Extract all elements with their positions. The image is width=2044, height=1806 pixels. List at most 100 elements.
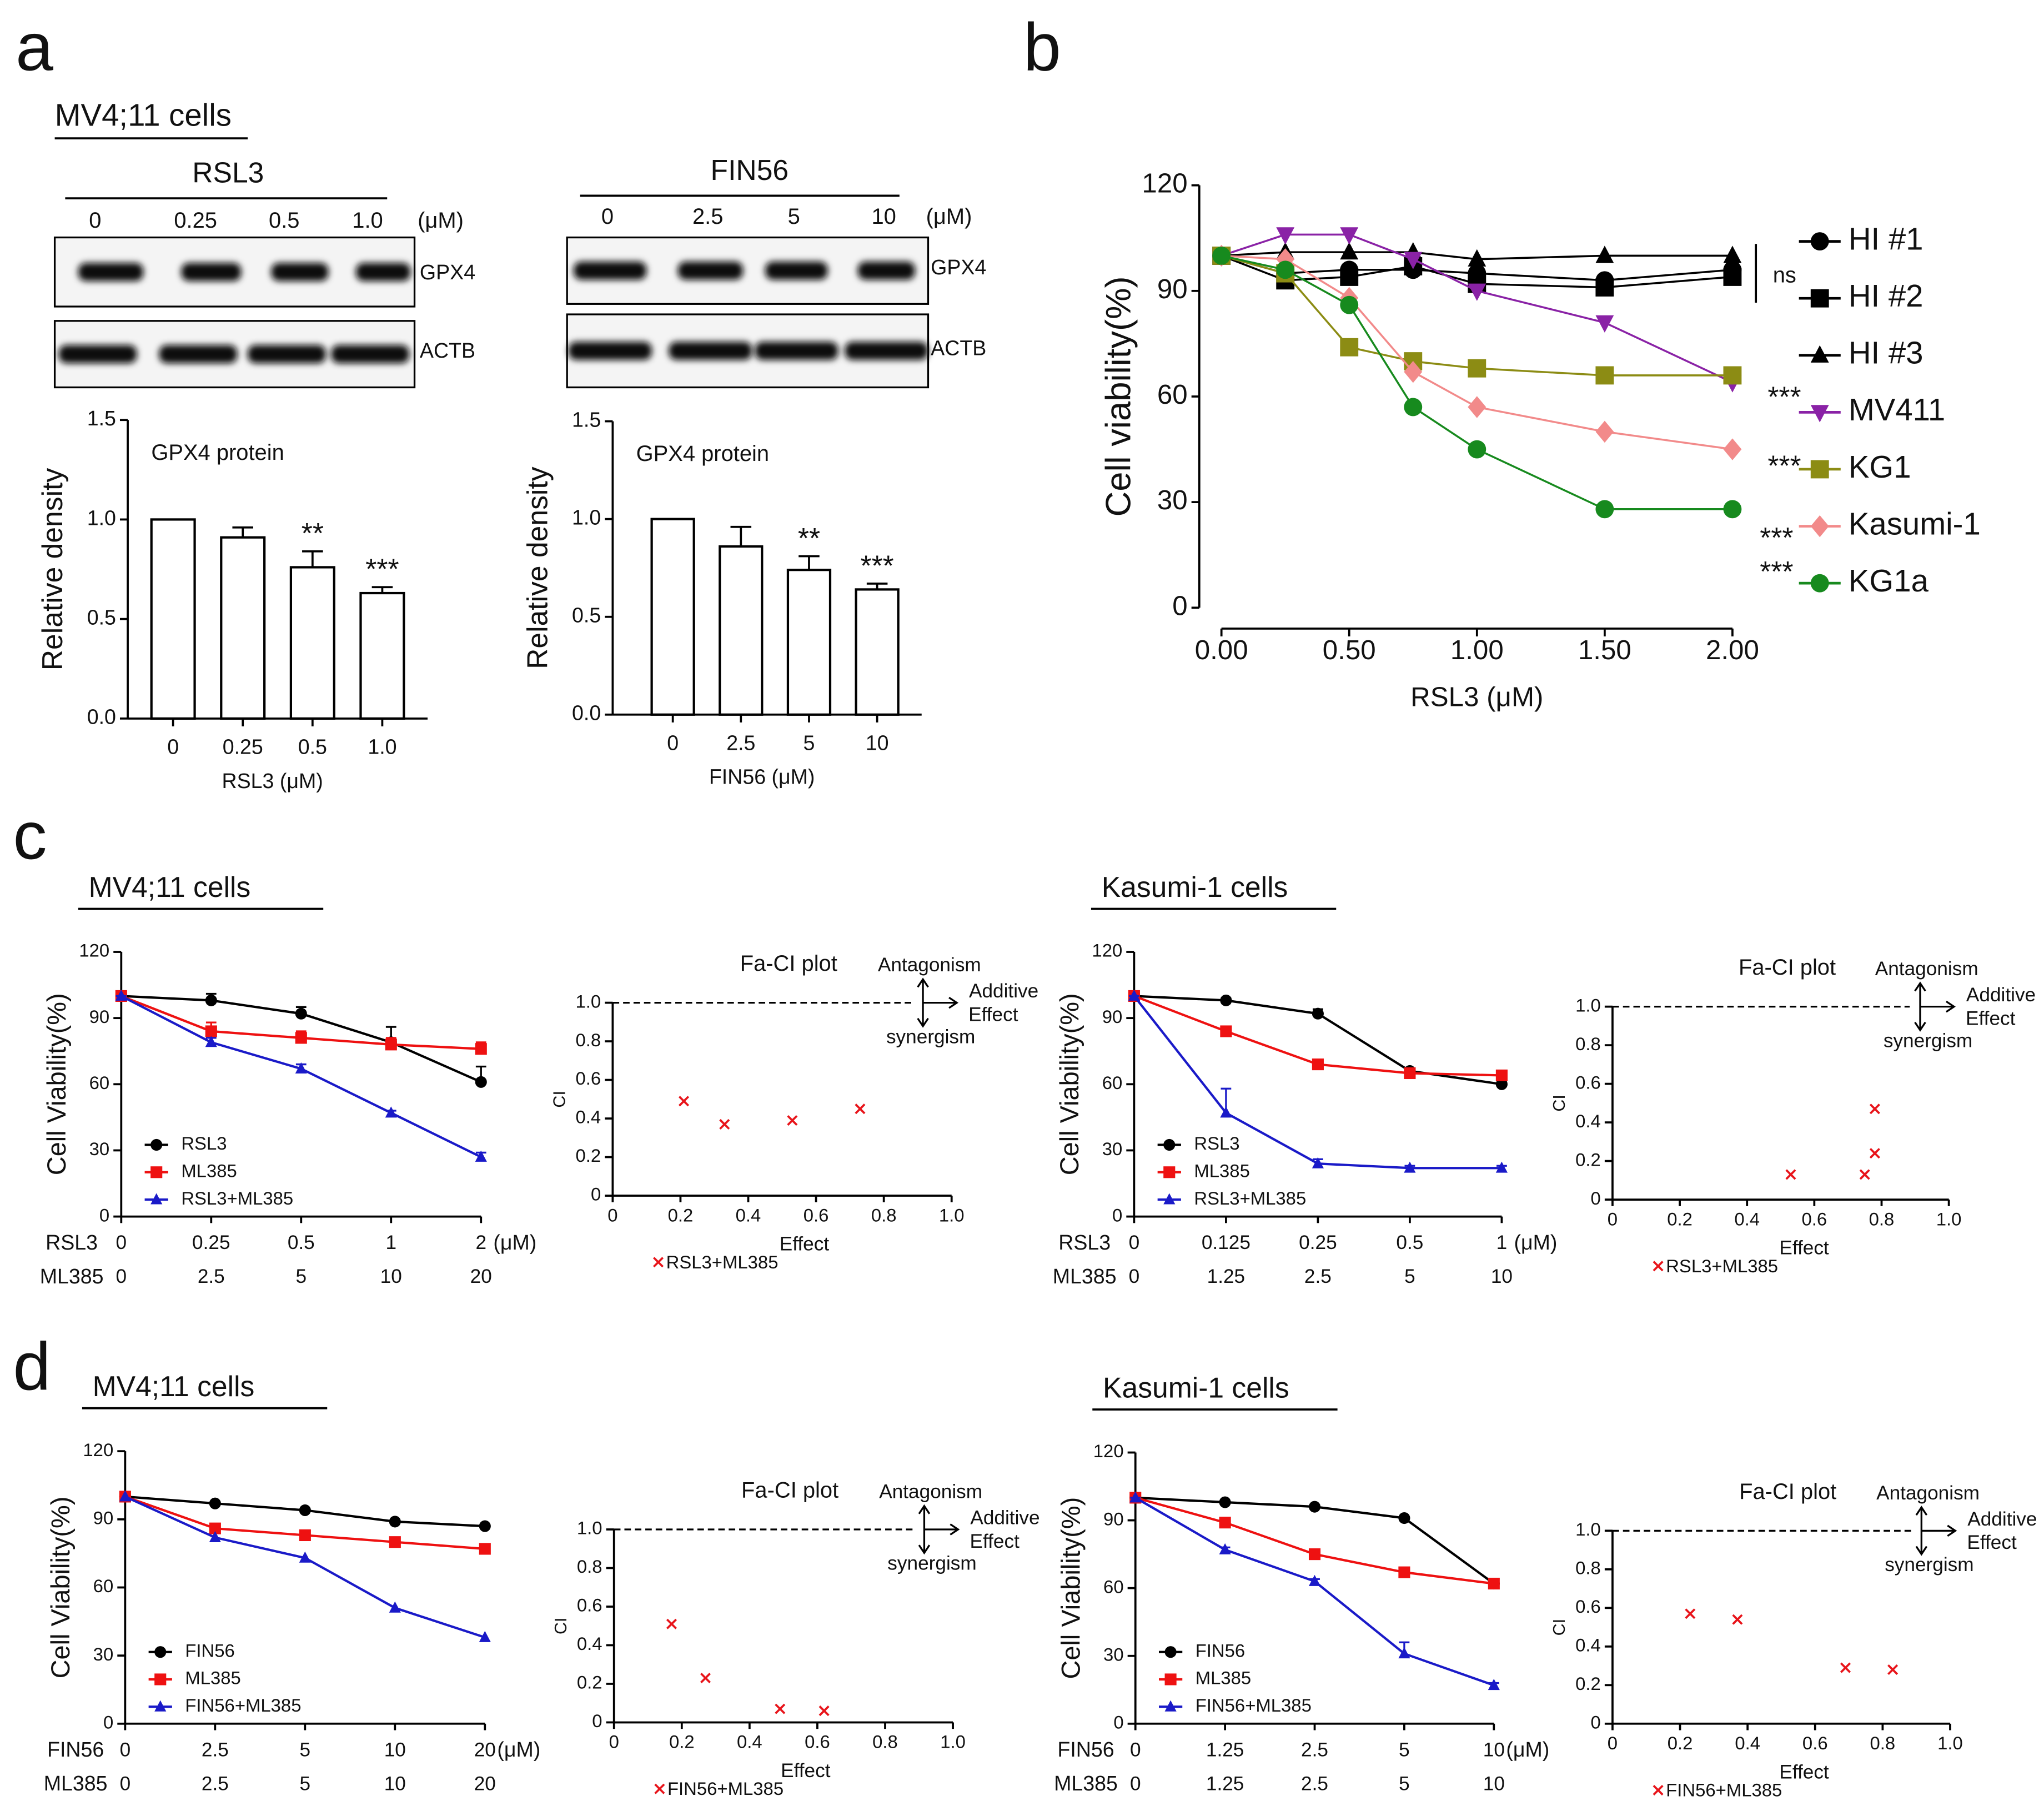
y-axis-label: Cell Viability(%) bbox=[1056, 1497, 1085, 1679]
blot-dose: 1.0 bbox=[352, 208, 383, 233]
x-tick-label: 1 bbox=[1496, 1232, 1508, 1253]
x-axis-label: Effect bbox=[1779, 1237, 1829, 1259]
significance: ** bbox=[798, 522, 820, 554]
y-tick-label: 0.4 bbox=[576, 1107, 601, 1127]
blot-unit: (μM) bbox=[926, 204, 972, 229]
error-bar bbox=[302, 550, 323, 568]
x-tick-label: 0.4 bbox=[1735, 1733, 1760, 1753]
point bbox=[1220, 1025, 1232, 1037]
x-tick-label: 0.6 bbox=[1802, 1733, 1828, 1753]
legend-marker bbox=[1810, 289, 1829, 308]
point bbox=[1595, 278, 1614, 297]
point bbox=[1595, 245, 1614, 263]
x-tick-label: 0.25 bbox=[192, 1232, 230, 1253]
y-tick-label: 0.5 bbox=[572, 604, 601, 627]
point bbox=[295, 1032, 307, 1044]
y-axis-label: Relative density bbox=[36, 468, 68, 671]
legend-label: ML385 bbox=[185, 1668, 240, 1688]
x-tick-label: 2.5 bbox=[1301, 1739, 1328, 1760]
x-tick-label: 0 bbox=[120, 1739, 131, 1760]
blot-protein: GPX4 bbox=[931, 255, 986, 279]
point bbox=[1404, 398, 1423, 417]
point bbox=[678, 1096, 690, 1107]
legend-marker bbox=[1810, 574, 1829, 593]
row-label: FIN56 bbox=[1057, 1738, 1114, 1761]
y-tick-label: 0.4 bbox=[577, 1633, 602, 1654]
y-tick-label: 1.5 bbox=[87, 407, 116, 430]
error-bar bbox=[232, 526, 254, 538]
series-line bbox=[1133, 995, 1502, 1170]
bar bbox=[719, 545, 764, 716]
blot-band bbox=[271, 263, 329, 282]
annotation: *** bbox=[1760, 521, 1793, 554]
point bbox=[855, 1103, 866, 1115]
point bbox=[389, 1516, 401, 1528]
point bbox=[1488, 1577, 1500, 1590]
x-tick-label: 10 bbox=[1483, 1739, 1505, 1760]
y-tick-label: 30 bbox=[1103, 1644, 1124, 1664]
y-axis-label: Relative density bbox=[521, 466, 554, 669]
x-tick-label: 10 bbox=[866, 731, 889, 755]
y-tick-label: 0.8 bbox=[576, 1030, 601, 1050]
x-tick-label-2: 10 bbox=[384, 1773, 406, 1794]
annotation: Effect bbox=[968, 1004, 1018, 1025]
x-tick-label: 0.4 bbox=[737, 1732, 762, 1752]
point bbox=[1468, 359, 1486, 378]
x-tick-label: 0.8 bbox=[1870, 1733, 1896, 1753]
annotation: Additive bbox=[1966, 984, 2036, 1006]
y-axis-label: Cell Viability(%) bbox=[1054, 993, 1084, 1175]
point bbox=[1404, 252, 1423, 269]
legend-label: HI #3 bbox=[1849, 335, 1924, 370]
x-tick-label: 1 bbox=[385, 1232, 396, 1253]
x-axis-label: FIN56 (μM) bbox=[709, 765, 815, 789]
point bbox=[209, 1497, 221, 1509]
row-label: ML385 bbox=[40, 1265, 104, 1288]
arrow-horizontal bbox=[1920, 1000, 1956, 1013]
bar bbox=[220, 536, 266, 720]
point bbox=[205, 1036, 217, 1047]
row-label: ML385 bbox=[1054, 1772, 1118, 1795]
point bbox=[1685, 1608, 1696, 1619]
x-tick-label: 1.0 bbox=[939, 1205, 965, 1225]
significance: ** bbox=[302, 517, 324, 549]
point bbox=[1595, 420, 1614, 443]
point bbox=[209, 1522, 221, 1534]
x-tick-label: 0.6 bbox=[1802, 1208, 1827, 1229]
point bbox=[1869, 1148, 1880, 1159]
x-tick-label: 1.00 bbox=[1450, 635, 1504, 665]
error-bar bbox=[371, 586, 393, 594]
arrow-horizontal bbox=[923, 996, 959, 1009]
legend-label: RSL3 bbox=[1194, 1133, 1239, 1153]
legend-marker bbox=[652, 1257, 664, 1268]
x-tick-label: 1.0 bbox=[1936, 1208, 1962, 1229]
point bbox=[1220, 1106, 1232, 1118]
point bbox=[1869, 1103, 1880, 1115]
y-axis-label: Cell Viability(%) bbox=[42, 993, 71, 1175]
annotation: synergism bbox=[886, 1026, 975, 1047]
point bbox=[1308, 1548, 1321, 1561]
x-tick-label: 2.5 bbox=[726, 731, 755, 755]
point bbox=[475, 1043, 487, 1055]
annotation: Effect bbox=[970, 1531, 1020, 1552]
y-tick-label: 0.6 bbox=[1575, 1596, 1601, 1617]
legend-marker bbox=[1164, 1700, 1177, 1712]
legend-label: MV411 bbox=[1849, 392, 1945, 427]
point bbox=[1468, 396, 1486, 418]
y-tick-label: 90 bbox=[1102, 1006, 1123, 1027]
y-tick-label: 0 bbox=[1591, 1712, 1601, 1732]
point bbox=[1220, 994, 1232, 1006]
point bbox=[1723, 438, 1742, 460]
y-tick-label: 0.2 bbox=[1575, 1149, 1601, 1170]
point bbox=[1219, 1543, 1231, 1554]
point bbox=[1495, 1161, 1508, 1173]
unit-label: (μM) bbox=[497, 1738, 540, 1761]
point bbox=[205, 1025, 217, 1037]
y-axis-label: CI bbox=[551, 1617, 570, 1634]
annotation: Additive bbox=[1967, 1508, 2037, 1530]
y-tick-label: 30 bbox=[1157, 485, 1188, 515]
point bbox=[479, 1631, 491, 1642]
y-tick-label: 0.0 bbox=[572, 701, 601, 725]
blot-band bbox=[845, 342, 928, 360]
legend-label: Kasumi-1 bbox=[1849, 506, 1981, 541]
point bbox=[1340, 227, 1359, 245]
